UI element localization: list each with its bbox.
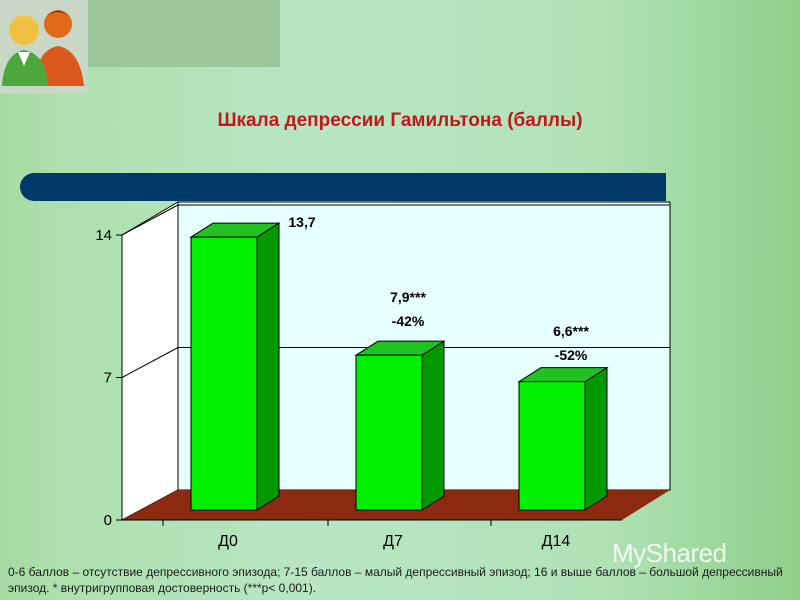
header-band: [20, 173, 666, 201]
footnote: 0-6 баллов – отсутствие депрессивного эп…: [8, 565, 783, 595]
labels: 0 7 14 Д0 13,7 Д7 7,9*** -42% Д14 6,6*** -52%: [95, 214, 589, 550]
people-logo-icon: [0, 0, 88, 94]
bar: [355, 354, 423, 511]
value-label: 7,9***: [390, 289, 426, 305]
change-label: -52%: [555, 347, 588, 363]
change-label: -42%: [392, 313, 425, 329]
bar-side: [256, 222, 280, 511]
x-category-label: Д14: [542, 533, 571, 550]
value-label: 6,6***: [553, 323, 589, 339]
watermark: MyShared: [612, 538, 727, 569]
x-category-label: Д0: [218, 533, 238, 550]
bar-side: [421, 340, 445, 511]
gridline-diagonal: [121, 347, 179, 378]
bars: [189, 222, 609, 511]
bar: [518, 381, 586, 511]
watermark-text: MyShared: [612, 538, 727, 568]
x-category-label: Д7: [383, 533, 403, 550]
y-tick-label: 7: [104, 370, 112, 387]
slide-title: Шкала депрессии Гамильтона (баллы): [217, 110, 583, 131]
gridline-diagonal: [121, 204, 179, 236]
chart-side-wall: [121, 201, 179, 521]
y-tick-label: 0: [104, 512, 112, 529]
bar: [190, 236, 258, 511]
y-tick-label: 14: [95, 227, 112, 244]
bar-side: [584, 366, 608, 511]
value-label: 13,7: [288, 214, 315, 230]
